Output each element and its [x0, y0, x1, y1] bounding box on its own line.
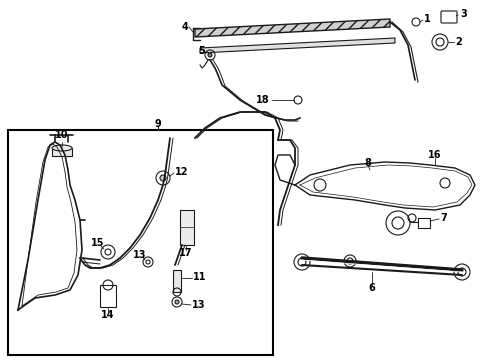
- Text: 16: 16: [428, 150, 442, 160]
- Circle shape: [160, 175, 166, 181]
- Text: 7: 7: [440, 213, 447, 223]
- Text: 9: 9: [155, 119, 161, 129]
- Text: 10: 10: [55, 130, 69, 140]
- Text: 14: 14: [101, 310, 115, 320]
- Text: 12: 12: [175, 167, 189, 177]
- Bar: [52, 148, 72, 156]
- Ellipse shape: [52, 145, 72, 151]
- Circle shape: [175, 300, 179, 304]
- Bar: [173, 270, 181, 292]
- Text: 18: 18: [256, 95, 270, 105]
- Text: 5: 5: [198, 46, 205, 56]
- Text: 17: 17: [179, 248, 193, 258]
- Text: 4: 4: [181, 22, 188, 32]
- Text: 1: 1: [424, 14, 431, 24]
- Text: 15: 15: [91, 238, 105, 248]
- Text: 3: 3: [460, 9, 467, 19]
- Text: 8: 8: [365, 158, 371, 168]
- Bar: [8, 130, 273, 355]
- Bar: [180, 210, 194, 245]
- Text: 6: 6: [368, 283, 375, 293]
- Bar: [418, 218, 430, 228]
- Text: 13: 13: [133, 250, 147, 260]
- Polygon shape: [195, 19, 390, 37]
- Bar: [100, 285, 116, 307]
- Circle shape: [208, 53, 212, 57]
- Text: 13: 13: [192, 300, 205, 310]
- Text: 11: 11: [193, 272, 206, 282]
- Text: 2: 2: [455, 37, 462, 47]
- Polygon shape: [200, 38, 395, 53]
